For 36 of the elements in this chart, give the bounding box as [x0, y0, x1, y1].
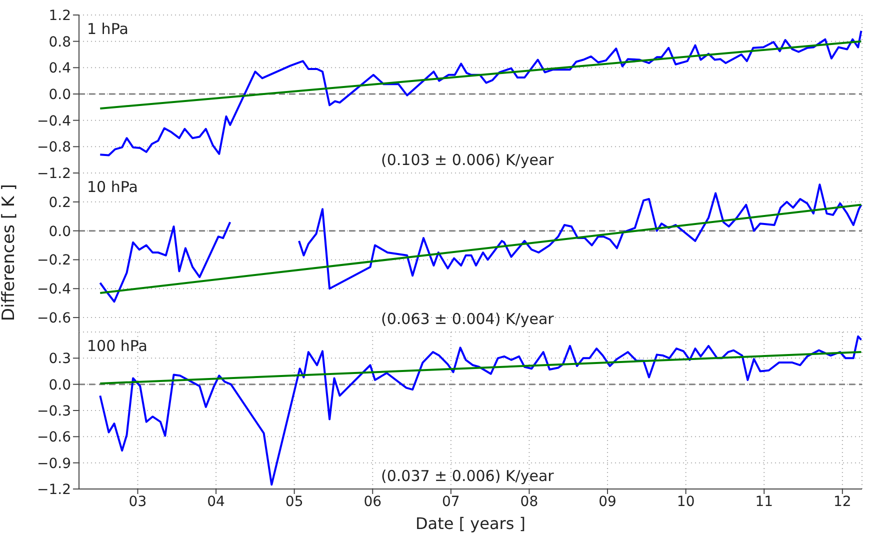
x-tick-label: 09 [598, 494, 616, 510]
x-tick-label: 03 [128, 494, 147, 510]
y-axis-title: Differences [ K ] [0, 184, 20, 322]
y-tick-label: −0.9 [37, 456, 71, 472]
y-tick-label: 0.0 [48, 86, 71, 103]
y-tick-label: 0.8 [48, 34, 71, 50]
y-tick-label: −0.6 [37, 310, 72, 327]
annotation: (0.103 ± 0.006) K/year [381, 151, 554, 169]
y-tick-label: −0.2 [37, 252, 71, 269]
y-tick-label: 0.0 [48, 224, 71, 240]
y-tick-label: 0.0 [48, 377, 71, 394]
x-tick-label: 08 [520, 494, 538, 510]
x-tick-label: 05 [285, 494, 304, 510]
x-tick-label: 04 [207, 494, 226, 510]
x-tick-label: 07 [442, 494, 460, 510]
y-tick-label: −0.3 [37, 403, 71, 420]
x-tick-label: 10 [676, 494, 695, 510]
x-tick-label: 06 [364, 494, 382, 510]
y-tick-label: 1.2 [48, 8, 71, 24]
annotation: (0.063 ± 0.004) K/year [381, 310, 554, 328]
y-tick-label: −1.2 [37, 166, 71, 182]
annotation: (0.037 ± 0.006) K/year [381, 467, 554, 485]
y-tick-label: −0.8 [37, 140, 71, 156]
y-tick-label: −0.6 [37, 430, 72, 446]
y-tick-label: 0.3 [48, 351, 71, 368]
annotation: 10 hPa [87, 178, 138, 196]
y-tick-label: −0.4 [37, 113, 72, 130]
x-tick-label: 12 [834, 494, 852, 510]
y-tick-label: −1.2 [37, 482, 71, 498]
y-tick-label: 0.2 [48, 194, 71, 211]
x-axis-title: Date [ years ] [415, 514, 526, 533]
y-tick-label: 0.4 [48, 60, 72, 77]
y-tick-label: −0.4 [37, 282, 72, 298]
annotation: 1 hPa [87, 20, 128, 38]
annotation: 100 hPa [87, 337, 148, 355]
x-tick-label: 11 [755, 494, 774, 510]
